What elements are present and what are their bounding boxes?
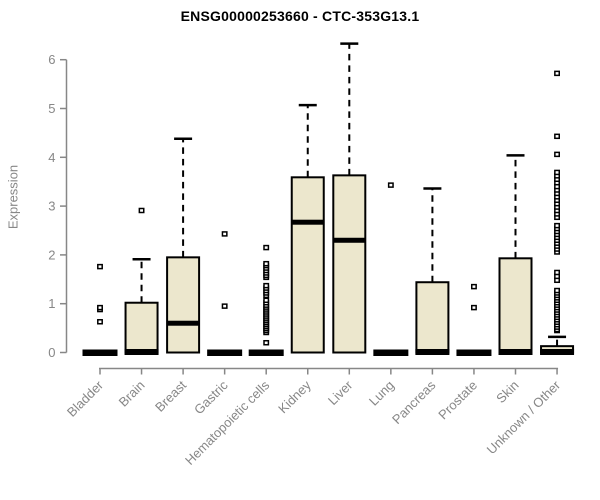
outlier-point [221, 303, 228, 309]
x-tick-label: Pancreas [389, 377, 439, 427]
outlier-point [97, 263, 103, 270]
outlier-point [554, 287, 560, 294]
box-prostate [456, 283, 492, 356]
x-tick-label: Unknown / Other [484, 377, 564, 457]
box-gastric [207, 231, 243, 356]
y-tick-label: 1 [48, 296, 55, 311]
outlier-point [263, 339, 270, 346]
iqr-box [166, 256, 201, 354]
x-tick-label: Liver [325, 377, 356, 408]
x-tick-label: Breast [152, 377, 189, 414]
median-line [291, 219, 324, 225]
iqr-box [290, 176, 325, 354]
collapsed-box [207, 349, 243, 356]
x-tick-label: Bladder [64, 377, 107, 420]
box-hematopoietic-cells [248, 244, 284, 356]
y-tick-label: 4 [48, 150, 55, 165]
collapsed-box [373, 349, 409, 356]
outlier-point [554, 169, 560, 176]
box-unknown-other [540, 70, 575, 355]
box-bladder [82, 263, 118, 356]
y-tick-label: 2 [48, 247, 55, 262]
median-line [540, 349, 575, 355]
outlier-point [221, 231, 228, 237]
median-line [415, 349, 450, 355]
outlier-point [554, 70, 560, 77]
iqr-box [498, 257, 533, 354]
y-tick-label: 6 [48, 52, 55, 67]
median-line [498, 349, 533, 355]
median-line [333, 237, 366, 243]
iqr-box [124, 301, 159, 354]
outlier-point [263, 297, 270, 304]
y-axis: 0 1 2 3 4 5 6 [48, 52, 68, 360]
box-liver [332, 42, 367, 354]
chart-title: ENSG00000253660 - CTC-353G13.1 [180, 8, 420, 24]
outlier-point [97, 319, 103, 325]
median-line [124, 349, 159, 355]
x-tick-label: Skin [493, 378, 521, 406]
box-skin [498, 154, 533, 355]
collapsed-box [456, 349, 492, 356]
x-tick-label: Kidney [275, 377, 314, 416]
iqr-box [415, 281, 450, 354]
collapsed-box [248, 349, 284, 356]
y-tick-label: 0 [48, 345, 55, 360]
outlier-point [554, 269, 560, 276]
outlier-point [387, 182, 394, 188]
outlier-point [138, 207, 145, 214]
y-tick-label: 5 [48, 101, 55, 116]
x-tick-label: Prostate [435, 378, 480, 423]
x-tick-label: Gastric [191, 377, 231, 417]
outlier-point [554, 151, 560, 158]
x-tick-label: Lung [366, 378, 397, 409]
iqr-box [332, 174, 367, 354]
outlier-point [263, 260, 270, 267]
outlier-point [554, 133, 560, 140]
x-tick-label: Brain [116, 378, 148, 410]
box-pancreas [415, 187, 450, 355]
outlier-point [471, 304, 477, 311]
outlier-point [554, 222, 560, 229]
box-brain [124, 207, 159, 355]
median-line [167, 320, 200, 326]
y-tick-label: 3 [48, 199, 55, 214]
outlier-point [471, 283, 477, 290]
box-breast [166, 137, 201, 354]
collapsed-box [82, 349, 118, 356]
box-kidney [290, 103, 325, 354]
outlier-point [263, 282, 270, 289]
outlier-point [97, 304, 103, 311]
outlier-point [263, 244, 270, 251]
box-lung [373, 182, 409, 356]
